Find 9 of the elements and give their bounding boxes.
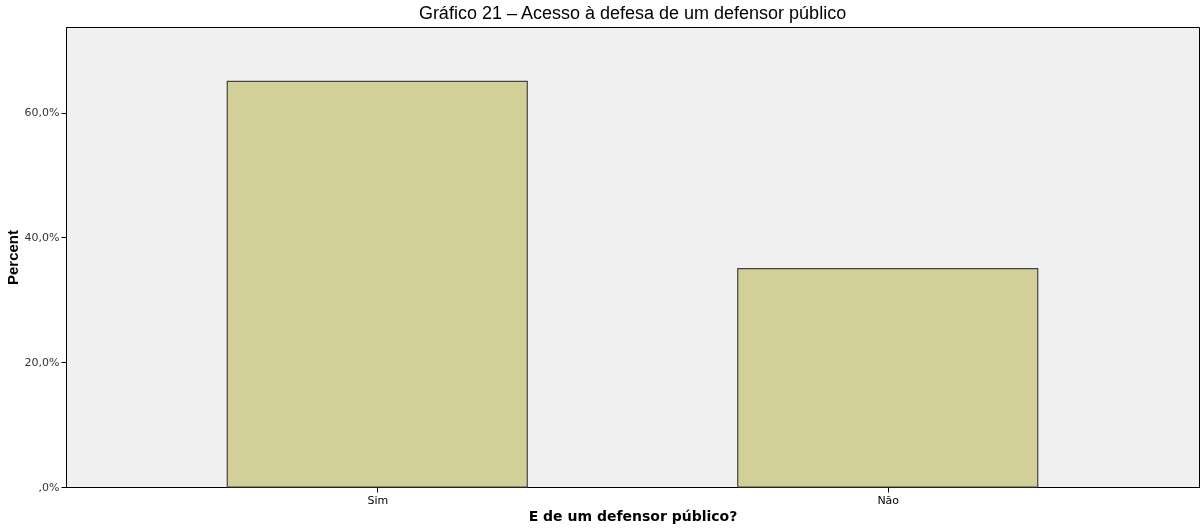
y-axis-title: Percent <box>3 229 21 286</box>
y-tick-label: 20,0% <box>24 355 60 369</box>
y-tick-label: 60,0% <box>24 106 60 120</box>
chart-title: Gráfico 21 – Acesso à defesa de um defensor público <box>418 3 847 23</box>
x-axis-title: E de um defensor público? <box>528 507 738 524</box>
y-tick-label: ,0% <box>38 480 60 494</box>
x-tick-label: Sim <box>367 493 389 507</box>
y-tick-label: 40,0% <box>24 230 60 244</box>
x-tick-label: Não <box>877 493 900 507</box>
